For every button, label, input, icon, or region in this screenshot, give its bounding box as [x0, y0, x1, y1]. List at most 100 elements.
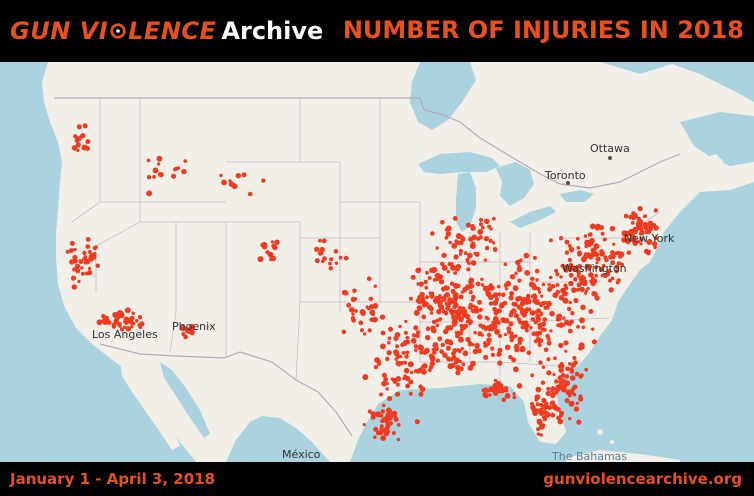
incident-dot: [476, 236, 481, 241]
incident-dot: [498, 303, 505, 309]
incident-dot: [580, 304, 586, 311]
incident-dot: [94, 245, 98, 250]
incident-dot: [375, 430, 381, 436]
incident-dot: [413, 310, 420, 316]
incident-dot: [96, 319, 103, 326]
incident-dot: [124, 307, 131, 314]
incident-dot: [547, 286, 553, 292]
incident-dot: [639, 236, 644, 241]
label-new-york: New York: [624, 232, 675, 245]
incident-dot: [467, 252, 473, 259]
incident-dot: [130, 325, 134, 329]
incident-dot: [577, 264, 582, 269]
incident-dot: [468, 302, 473, 308]
incident-dot: [546, 306, 550, 310]
incident-dot: [588, 308, 594, 314]
incident-dot: [628, 228, 635, 235]
incident-dots: [65, 123, 659, 442]
incident-dot: [435, 323, 440, 328]
incident-dot: [516, 383, 523, 389]
incident-dot: [514, 313, 519, 319]
incident-dot: [314, 258, 320, 264]
incident-dot: [402, 376, 406, 381]
incident-dot: [181, 168, 187, 175]
incident-dot: [562, 266, 568, 272]
incident-dot: [455, 240, 460, 245]
incident-dot: [625, 239, 631, 245]
incident-dot: [602, 237, 607, 242]
page-title: NUMBER OF INJURIES IN 2018: [342, 16, 744, 44]
incident-dot: [72, 267, 77, 272]
incident-dot: [465, 257, 470, 262]
website-link[interactable]: gunviolencearchive.org: [543, 470, 742, 488]
incident-dot: [490, 387, 494, 391]
incident-dot: [580, 373, 584, 378]
incident-dot: [480, 283, 485, 287]
incident-dot: [621, 230, 628, 237]
incident-dot: [643, 214, 647, 218]
incident-dot: [523, 324, 529, 330]
incident-dot: [605, 272, 611, 277]
incident-dot: [425, 270, 429, 275]
label-los-angeles: Los Angeles: [92, 328, 158, 341]
incident-dot: [465, 336, 471, 343]
us-canada-border: [54, 97, 681, 189]
incident-dot: [452, 348, 458, 353]
incident-dot: [88, 256, 93, 261]
incident-dot: [541, 405, 546, 410]
incident-dot: [69, 248, 74, 253]
incident-dot: [532, 410, 538, 416]
incident-dot: [509, 310, 513, 314]
incident-dot: [396, 423, 401, 427]
incident-dot: [465, 313, 470, 318]
incident-dot: [87, 250, 92, 254]
incident-dot: [519, 258, 523, 262]
incident-dot: [470, 360, 476, 367]
incident-dot: [393, 415, 397, 419]
incident-dot: [558, 342, 564, 349]
incident-dot: [322, 256, 327, 261]
incident-dot: [498, 334, 503, 338]
incident-dot: [69, 259, 75, 265]
incident-dot: [552, 372, 556, 377]
map-view[interactable]: Ottawa Toronto New York Washington Phoen…: [0, 62, 754, 462]
incident-dot: [555, 272, 560, 277]
incident-dot: [453, 359, 459, 365]
incident-dot: [488, 393, 492, 397]
incident-dot: [542, 328, 547, 332]
incident-dot: [598, 266, 605, 273]
incident-dot: [360, 328, 364, 333]
incident-dot: [328, 261, 332, 266]
incident-dot: [458, 294, 464, 300]
incident-dot: [441, 264, 448, 271]
incident-dot: [269, 257, 273, 262]
incident-dot: [428, 353, 434, 359]
incident-dot: [241, 172, 247, 178]
incident-dot: [367, 409, 373, 414]
incident-dot: [564, 250, 570, 255]
incident-dot: [519, 300, 526, 307]
incident-dot: [546, 370, 552, 376]
incident-dot: [455, 312, 460, 316]
incident-dot: [558, 380, 562, 384]
incident-dot: [483, 344, 487, 348]
incident-dot: [495, 320, 501, 325]
toronto-marker: [566, 181, 570, 185]
incident-dot: [558, 236, 564, 241]
incident-dot: [462, 350, 469, 357]
incident-dot: [536, 432, 540, 436]
incident-dot: [555, 317, 561, 322]
incident-dot: [468, 290, 473, 295]
incident-dot: [636, 222, 642, 228]
incident-dot: [546, 336, 551, 341]
incident-dot: [458, 248, 464, 254]
incident-dot: [601, 263, 606, 268]
label-bahamas: The Bahamas: [551, 450, 627, 462]
incident-dot: [76, 124, 82, 130]
incident-dot: [547, 405, 553, 410]
incident-dot: [270, 240, 274, 244]
incident-dot: [567, 362, 572, 366]
incident-dot: [646, 250, 651, 256]
incident-dot: [395, 344, 400, 349]
incident-dot: [114, 317, 119, 322]
